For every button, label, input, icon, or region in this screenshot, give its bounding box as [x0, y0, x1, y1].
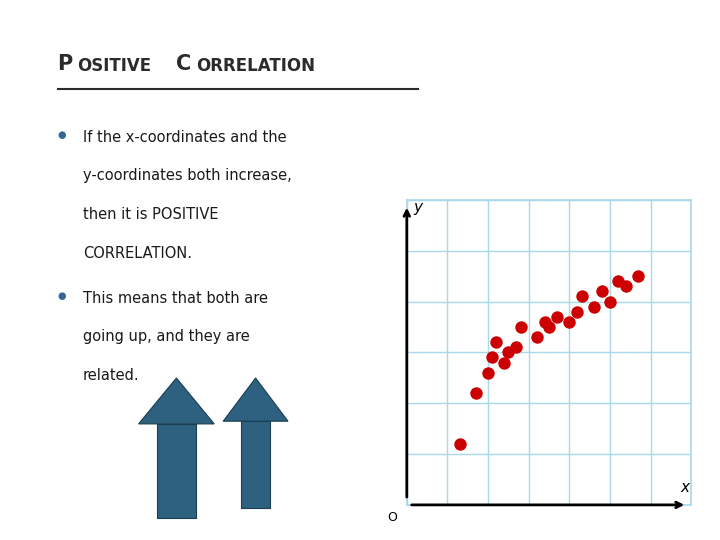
- Point: [621, 282, 632, 291]
- Point: [482, 368, 494, 377]
- Point: [503, 348, 514, 357]
- Point: [612, 277, 624, 286]
- Point: [490, 338, 502, 347]
- Polygon shape: [241, 421, 270, 508]
- Point: [515, 322, 526, 331]
- Point: [470, 389, 482, 397]
- Text: If the x-coordinates and the: If the x-coordinates and the: [83, 130, 287, 145]
- Point: [552, 313, 563, 321]
- Polygon shape: [138, 378, 215, 424]
- Point: [633, 272, 644, 280]
- Text: ORRELATION: ORRELATION: [197, 57, 315, 75]
- Point: [564, 318, 575, 326]
- Text: P: P: [58, 54, 73, 74]
- Text: going up, and they are: going up, and they are: [83, 329, 250, 345]
- Point: [604, 297, 616, 306]
- Text: OSITIVE: OSITIVE: [77, 57, 151, 75]
- Polygon shape: [157, 424, 196, 518]
- Point: [539, 318, 551, 326]
- Point: [588, 302, 600, 311]
- Text: x: x: [680, 480, 690, 495]
- Point: [544, 322, 555, 331]
- Point: [572, 307, 583, 316]
- Text: y: y: [414, 200, 423, 215]
- Text: then it is POSITIVE: then it is POSITIVE: [83, 207, 218, 222]
- Point: [596, 287, 608, 296]
- Text: ●: ●: [58, 130, 66, 140]
- Text: C: C: [176, 54, 192, 74]
- Text: y-coordinates both increase,: y-coordinates both increase,: [83, 168, 292, 184]
- Point: [510, 343, 522, 352]
- Point: [498, 358, 510, 367]
- Point: [454, 440, 465, 448]
- Text: related.: related.: [83, 368, 140, 383]
- Text: This means that both are: This means that both are: [83, 291, 268, 306]
- Point: [576, 292, 588, 301]
- Text: ●: ●: [58, 291, 66, 301]
- Polygon shape: [223, 378, 288, 421]
- Text: O: O: [387, 511, 397, 524]
- Text: CORRELATION.: CORRELATION.: [83, 246, 192, 261]
- Point: [487, 353, 498, 362]
- Point: [531, 333, 543, 341]
